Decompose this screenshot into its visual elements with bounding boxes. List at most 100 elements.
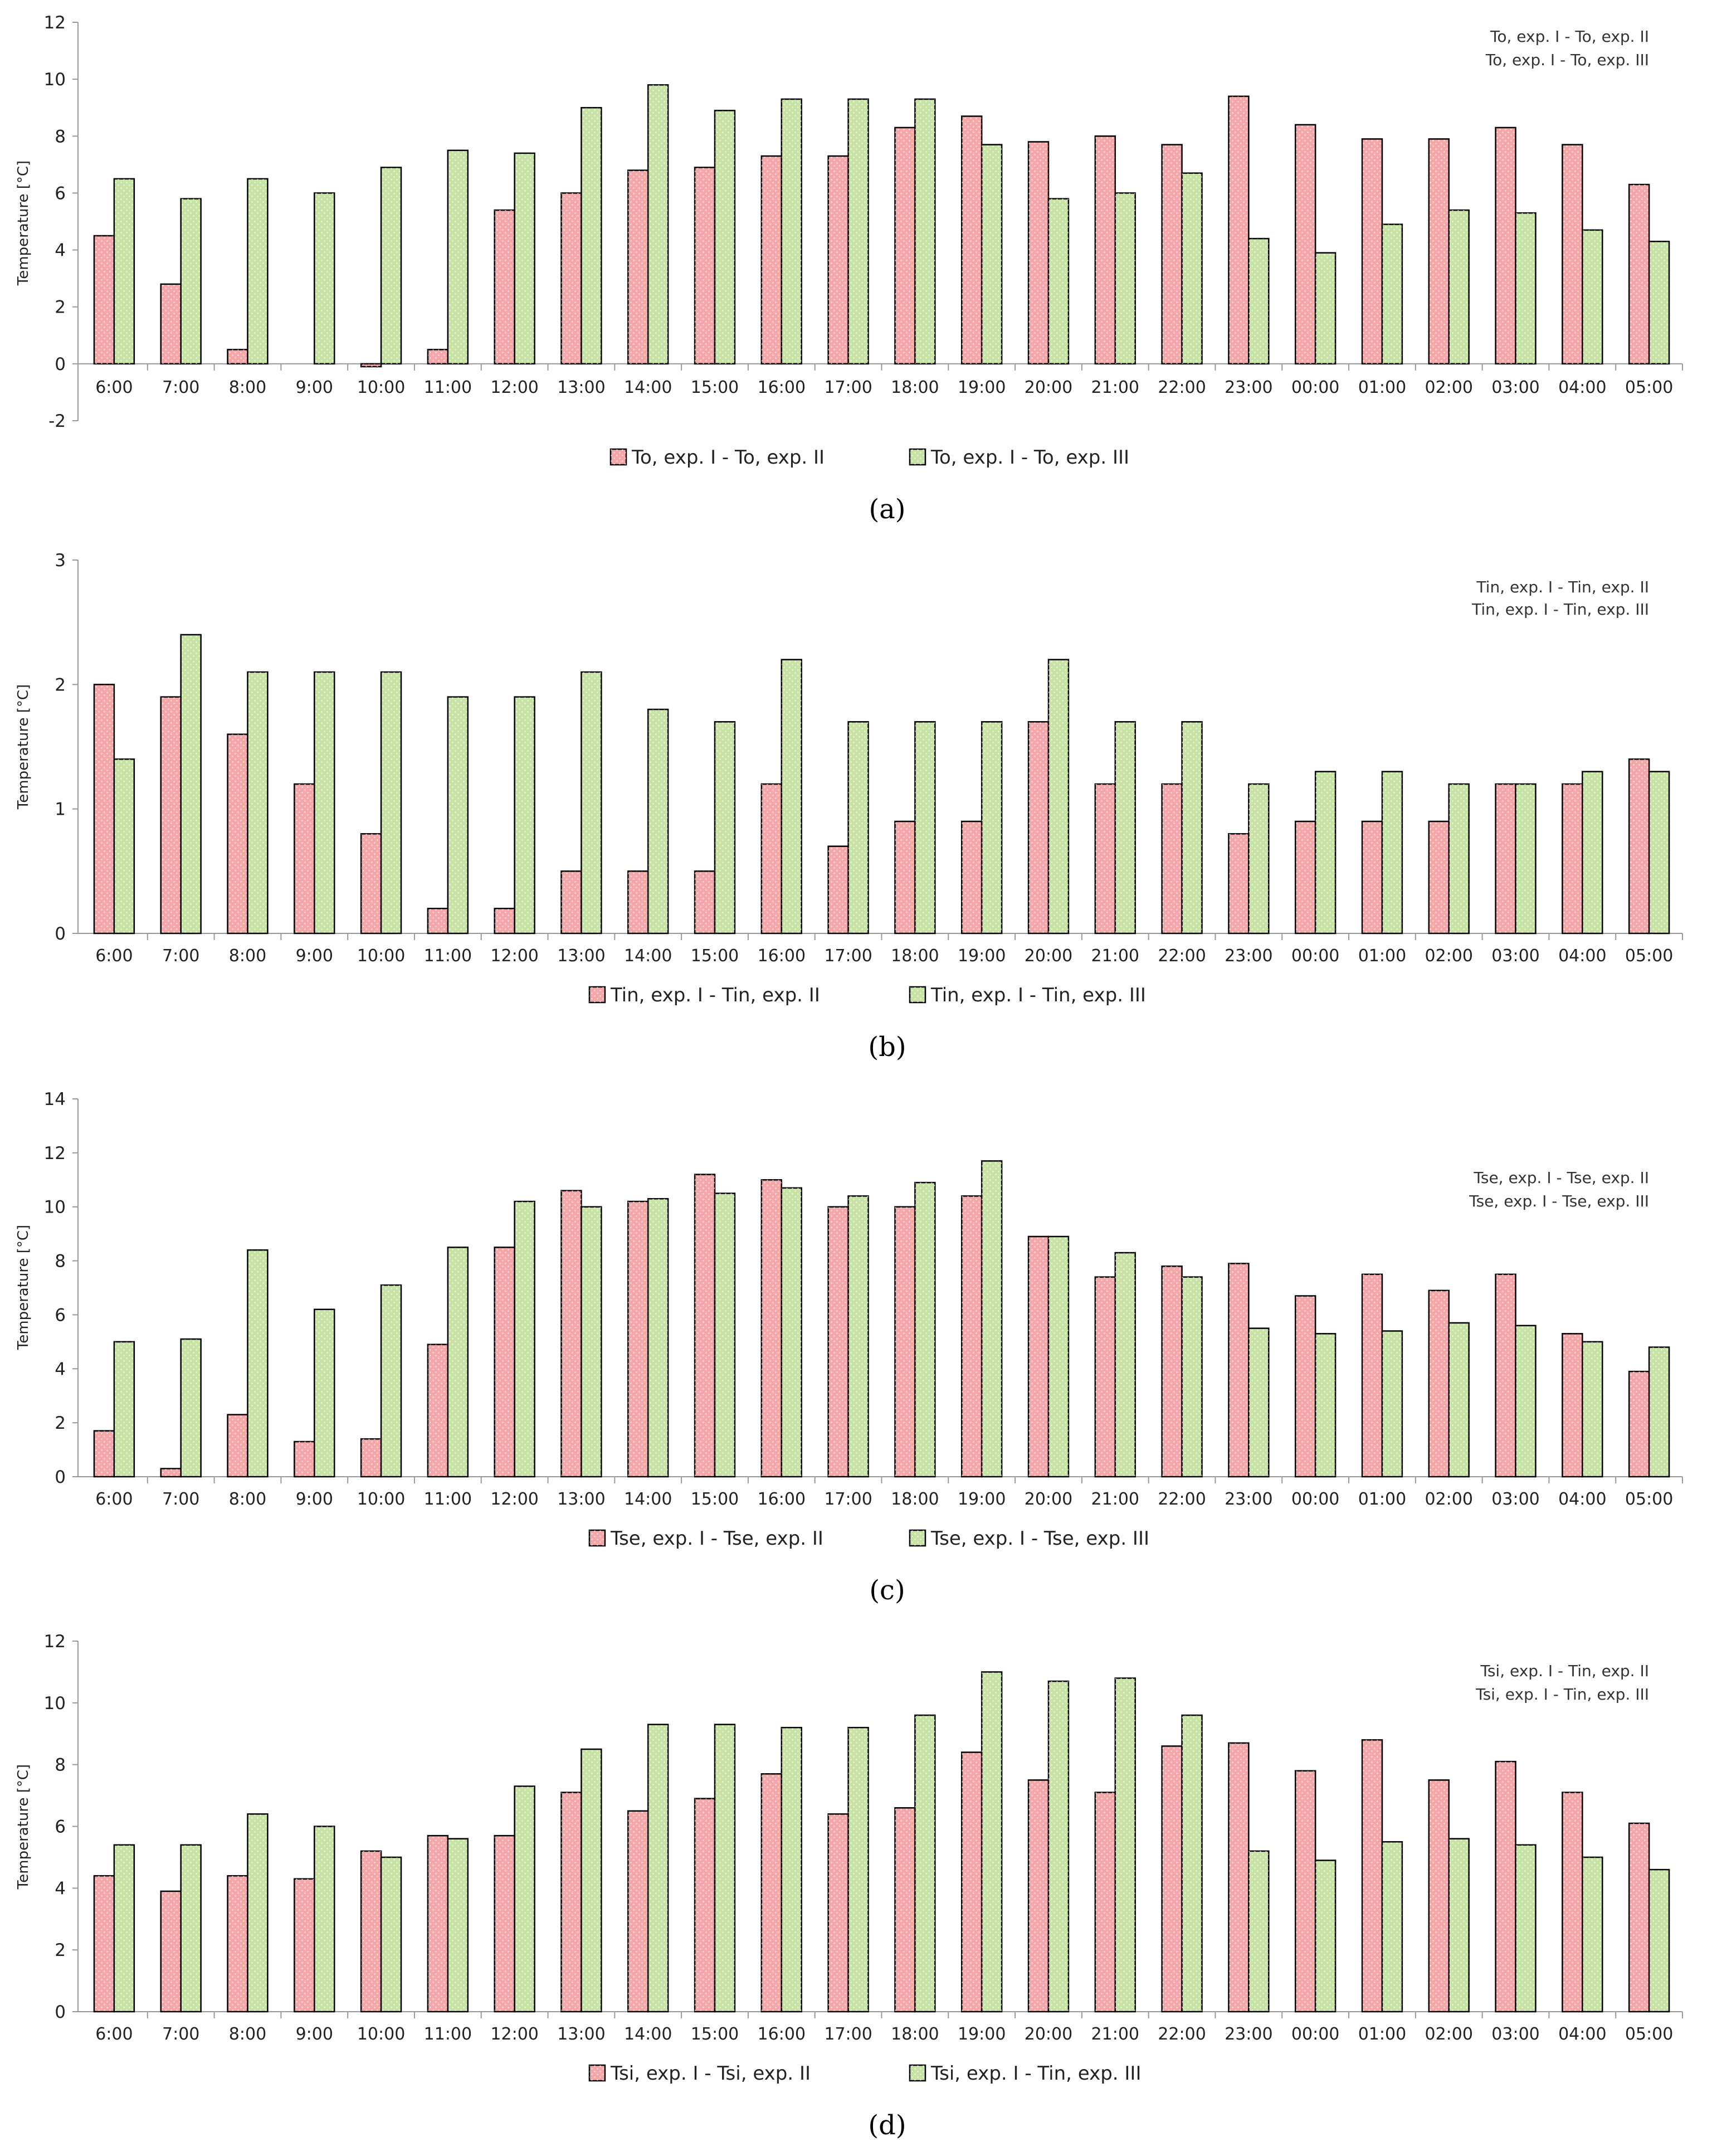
bar-texture [94, 684, 114, 933]
x-tick-label: 17:00 [824, 946, 872, 966]
legend: Tsi, exp. I - Tsi, exp. II Tsi, exp. I - … [588, 2062, 1142, 2085]
x-tick-label: 15:00 [691, 2024, 739, 2044]
x-tick-label: 01:00 [1358, 2024, 1406, 2044]
bar-texture [715, 1193, 735, 1477]
bar-texture [514, 697, 535, 933]
bar-texture [1095, 1792, 1115, 2012]
x-tick-label: 21:00 [1091, 1490, 1139, 1509]
bar-texture [848, 99, 869, 364]
x-tick-label: 05:00 [1625, 1490, 1673, 1509]
bar-texture [915, 99, 935, 364]
bar-texture [427, 908, 448, 933]
bar-texture [828, 846, 848, 933]
bar-texture [1562, 144, 1583, 364]
bar-texture [828, 156, 848, 364]
x-tick-label: 20:00 [1025, 1490, 1072, 1509]
bar-texture [1182, 722, 1202, 933]
bar-texture [982, 1161, 1002, 1477]
bar-texture [695, 871, 715, 933]
legend-swatch-texture [589, 2065, 605, 2081]
legend-label-2: Tsi, exp. I - Tin, exp. III [930, 2062, 1142, 2085]
bar-texture [381, 1857, 401, 2012]
bar-texture [447, 1838, 468, 2012]
bar-texture [1448, 1838, 1469, 2012]
bar-texture [962, 1752, 982, 2012]
x-tick-label: 22:00 [1158, 2024, 1206, 2044]
bar-texture [1095, 136, 1115, 364]
x-tick-label: 13:00 [557, 1490, 605, 1509]
corner-legend-text: Tsi, exp. I - Tin, exp. II [1480, 1662, 1649, 1680]
bar-texture [1582, 771, 1603, 933]
legend-swatch-texture [611, 449, 627, 465]
bar-texture [1495, 1274, 1516, 1477]
x-tick-label: 6:00 [95, 2024, 133, 2044]
bar-texture [1048, 1236, 1069, 1477]
y-tick-label: 0 [55, 1467, 66, 1487]
bar-texture [962, 821, 982, 933]
bar-texture [160, 697, 181, 933]
bar-texture [581, 1749, 602, 2012]
bar-texture [781, 659, 802, 933]
bar-texture [895, 127, 915, 364]
bar-texture [314, 1826, 335, 2012]
y-tick-label: -2 [48, 411, 66, 431]
legend-swatch-texture [589, 1530, 605, 1546]
x-tick-label: 18:00 [891, 2024, 939, 2044]
x-tick-label: 04:00 [1558, 2024, 1606, 2044]
bar-texture [1495, 1761, 1516, 2012]
bar-texture [294, 1878, 315, 2012]
bar-texture [114, 759, 134, 933]
x-tick-label: 02:00 [1425, 378, 1472, 397]
bar-texture [1115, 193, 1135, 364]
bar-texture [1649, 1347, 1670, 1477]
bar-texture [1382, 1331, 1402, 1477]
x-tick-label: 16:00 [758, 1490, 806, 1509]
bar-texture [962, 116, 982, 364]
bar-texture [361, 1851, 382, 2012]
bar-texture [628, 170, 648, 364]
x-tick-label: 23:00 [1225, 378, 1272, 397]
y-axis-title: Temperature [°C] [15, 1225, 32, 1350]
x-tick-label: 02:00 [1425, 1490, 1472, 1509]
bar-texture [494, 1247, 515, 1477]
bar-texture [1448, 210, 1469, 364]
bar-texture [581, 672, 602, 933]
bar-texture [1382, 771, 1402, 933]
bar-texture [1495, 127, 1516, 364]
bar-texture [628, 1811, 648, 2012]
bar-texture [715, 110, 735, 364]
x-tick-label: 9:00 [296, 946, 333, 966]
x-tick-label: 19:00 [958, 1490, 1006, 1509]
legend-label-1: Tin, exp. I - Tin, exp. II [610, 984, 820, 1006]
x-tick-label: 7:00 [162, 946, 199, 966]
bar-texture [1048, 198, 1069, 364]
y-tick-label: 6 [55, 1817, 66, 1837]
bar-texture [160, 1468, 181, 1477]
bar-texture [1162, 1266, 1182, 1477]
bar-texture [94, 1430, 114, 1477]
bar-texture [895, 1206, 915, 1477]
bar-texture [1028, 1780, 1048, 2012]
x-tick-label: 11:00 [424, 1490, 472, 1509]
bar-texture [761, 784, 782, 933]
x-tick-label: 05:00 [1625, 378, 1673, 397]
y-tick-label: 14 [44, 1089, 66, 1109]
y-tick-label: 4 [55, 1359, 66, 1379]
bar-texture [1428, 1290, 1449, 1477]
x-tick-label: 6:00 [95, 946, 133, 966]
y-tick-label: 2 [55, 298, 66, 318]
legend-swatch-texture [909, 2065, 925, 2081]
bar-texture [1362, 139, 1382, 364]
bar-texture [648, 1724, 669, 2012]
x-tick-label: 01:00 [1358, 378, 1406, 397]
bar-texture [1515, 784, 1536, 933]
x-tick-label: 6:00 [95, 1490, 133, 1509]
x-tick-label: 01:00 [1358, 1490, 1406, 1509]
x-tick-label: 11:00 [424, 946, 472, 966]
bar-texture [695, 1174, 715, 1477]
corner-legend-text: Tin, exp. I - Tin, exp. II [1476, 578, 1649, 596]
y-tick-label: 10 [44, 1198, 66, 1218]
corner-legend-text: Tse, exp. I - Tse, exp. II [1473, 1169, 1649, 1187]
